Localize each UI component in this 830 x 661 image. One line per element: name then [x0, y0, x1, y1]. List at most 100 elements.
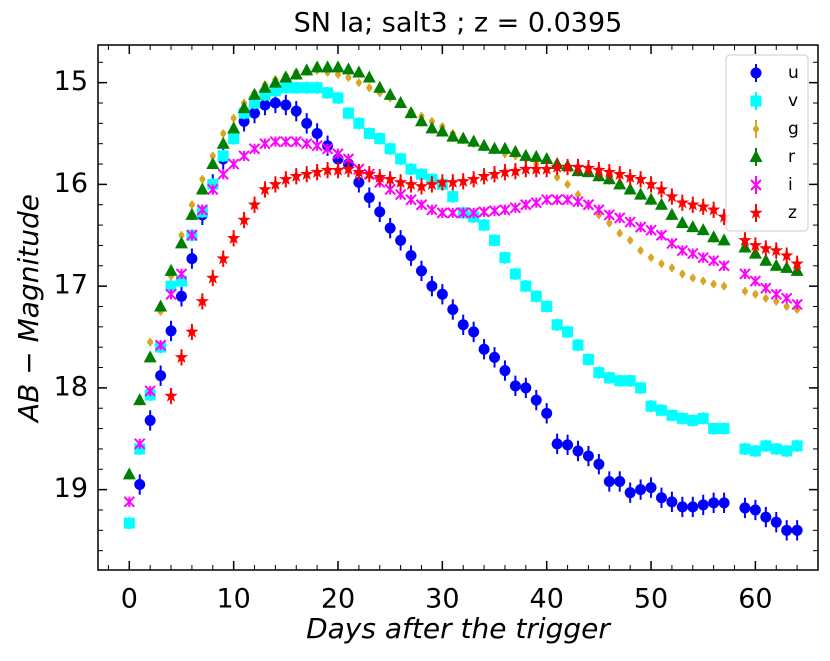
data-point: [499, 365, 511, 377]
x-tick-label: 0: [121, 584, 138, 615]
data-point: [718, 423, 730, 435]
data-point: [637, 247, 644, 254]
data-point: [165, 288, 177, 300]
data-point: [489, 234, 501, 246]
data-point: [188, 201, 195, 208]
data-point: [478, 219, 490, 231]
data-point: [749, 445, 761, 457]
data-point: [666, 237, 678, 250]
data-point: [717, 209, 731, 223]
data-point: [708, 423, 720, 435]
data-point: [614, 212, 626, 224]
data-point: [696, 199, 710, 213]
data-point: [373, 170, 387, 183]
data-point: [290, 135, 302, 148]
data-point: [665, 189, 679, 203]
y-tick-label: 15: [54, 66, 88, 97]
data-point: [562, 439, 574, 451]
data-point: [155, 370, 167, 382]
x-tick-label: 30: [425, 584, 459, 615]
data-point: [571, 160, 585, 173]
data-point: [426, 204, 438, 216]
data-point: [249, 107, 261, 119]
data-point: [123, 517, 135, 529]
data-point: [508, 144, 522, 157]
data-point: [686, 220, 700, 233]
data-point: [781, 524, 793, 536]
data-point: [706, 202, 721, 216]
data-point: [164, 389, 178, 402]
data-point: [572, 445, 584, 457]
data-point: [675, 195, 690, 209]
data-point: [582, 353, 594, 365]
data-point: [520, 199, 532, 211]
data-point: [335, 71, 341, 78]
data-point: [185, 324, 199, 338]
data-point: [258, 182, 272, 196]
data-point: [499, 252, 511, 264]
data-point: [300, 137, 313, 150]
legend-label: i: [788, 175, 793, 195]
data-point: [147, 339, 154, 346]
data-point: [395, 153, 407, 165]
data-point: [655, 404, 667, 416]
data-point: [738, 233, 752, 247]
data-point: [654, 182, 669, 196]
data-point: [540, 151, 554, 164]
data-point: [248, 143, 261, 155]
data-point: [529, 149, 543, 162]
data-point: [634, 221, 647, 233]
data-point: [331, 60, 345, 73]
data-point: [269, 97, 281, 109]
data-point: [769, 243, 783, 257]
data-point: [217, 150, 229, 162]
data-point: [352, 65, 366, 78]
data-point: [362, 167, 376, 180]
data-point: [718, 497, 730, 509]
data-point: [561, 193, 574, 206]
data-point: [707, 254, 720, 267]
data-point: [404, 177, 418, 191]
plot-frame: [97, 44, 819, 571]
data-point: [783, 303, 790, 310]
data-point: [530, 196, 542, 209]
data-point: [467, 134, 481, 147]
data-point: [237, 213, 251, 226]
data-point: [593, 204, 605, 216]
data-point: [519, 162, 533, 175]
data-point: [697, 412, 709, 424]
data-point: [718, 260, 730, 272]
data-point: [739, 443, 751, 455]
data-point: [613, 177, 627, 190]
data-point: [689, 274, 696, 281]
data-point: [564, 181, 571, 188]
y-tick-label: 17: [54, 270, 88, 301]
y-tick-label: 18: [54, 371, 88, 402]
data-point: [468, 326, 480, 338]
data-point: [279, 70, 293, 83]
legend-frame: [725, 54, 809, 232]
data-point: [353, 117, 365, 129]
data-point: [520, 280, 532, 292]
data-point: [290, 105, 302, 117]
data-point: [258, 80, 272, 93]
data-point: [383, 87, 397, 100]
data-point: [489, 351, 501, 363]
data-point: [770, 516, 782, 528]
data-point: [592, 163, 606, 176]
data-point: [195, 294, 210, 308]
data-point: [207, 183, 219, 196]
data-point: [394, 188, 407, 201]
y-tick-label: 19: [54, 473, 88, 504]
data-point: [477, 138, 491, 151]
data-point: [332, 148, 344, 160]
plot-area: [122, 60, 804, 541]
data-point: [134, 438, 146, 450]
data-point: [175, 290, 187, 302]
data-point: [122, 467, 136, 480]
data-point: [762, 295, 769, 302]
data-point: [457, 319, 469, 331]
data-point: [428, 118, 435, 125]
data-point: [404, 106, 418, 119]
